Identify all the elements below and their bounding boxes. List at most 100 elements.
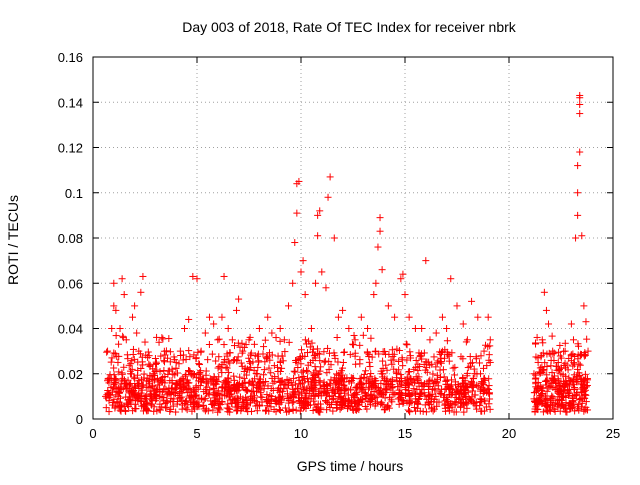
- data-point: [195, 403, 203, 411]
- data-point: [479, 379, 487, 387]
- data-point: [466, 353, 474, 361]
- data-point: [245, 354, 253, 362]
- data-point: [384, 402, 392, 410]
- data-point: [574, 162, 582, 170]
- data-point: [573, 388, 581, 396]
- data-point: [393, 370, 401, 378]
- data-point: [434, 382, 442, 390]
- data-point: [192, 354, 200, 362]
- data-point: [121, 376, 129, 384]
- data-point: [131, 382, 139, 390]
- data-point: [217, 364, 225, 372]
- data-point: [383, 366, 391, 374]
- data-point: [465, 395, 473, 403]
- data-point: [314, 349, 322, 357]
- grid-lines: [93, 57, 613, 419]
- data-point: [223, 404, 231, 412]
- data-point: [179, 383, 187, 391]
- data-point: [110, 371, 118, 379]
- data-point: [569, 350, 577, 358]
- data-point: [384, 302, 392, 310]
- data-point: [134, 381, 142, 389]
- data-point: [362, 367, 370, 375]
- data-point: [463, 400, 471, 408]
- data-point: [320, 358, 328, 366]
- data-point: [441, 400, 449, 408]
- data-point: [316, 357, 324, 365]
- data-point: [127, 360, 135, 368]
- data-point: [469, 387, 477, 395]
- data-point: [450, 408, 458, 416]
- data-point: [310, 370, 318, 378]
- data-point: [118, 275, 126, 283]
- data-point: [458, 390, 466, 398]
- data-point: [250, 387, 258, 395]
- data-point: [233, 387, 241, 395]
- data-point: [345, 377, 353, 385]
- data-point: [292, 406, 300, 414]
- data-point: [183, 376, 191, 384]
- data-point: [152, 360, 160, 368]
- data-point: [299, 379, 307, 387]
- data-point: [579, 383, 587, 391]
- data-point: [205, 313, 213, 321]
- data-point: [383, 377, 391, 385]
- data-point: [135, 377, 143, 385]
- data-point: [410, 365, 418, 373]
- data-point: [320, 348, 328, 356]
- data-point: [116, 406, 124, 414]
- data-point: [215, 335, 223, 343]
- data-point: [167, 394, 175, 402]
- data-point: [436, 350, 444, 358]
- data-point: [148, 397, 156, 405]
- data-point: [556, 383, 564, 391]
- data-point: [233, 306, 241, 314]
- data-point: [546, 400, 554, 408]
- data-point: [152, 390, 160, 398]
- data-point: [322, 397, 330, 405]
- data-point: [534, 354, 542, 362]
- data-point: [361, 403, 369, 411]
- data-point: [549, 350, 557, 358]
- data-point: [550, 405, 558, 413]
- data-point: [291, 239, 299, 247]
- data-point: [372, 279, 380, 287]
- data-point: [234, 403, 242, 411]
- data-point: [432, 363, 440, 371]
- data-point: [129, 313, 137, 321]
- data-point: [137, 365, 145, 373]
- data-point: [176, 387, 184, 395]
- data-point: [185, 384, 193, 392]
- data-point: [104, 386, 112, 394]
- data-point: [160, 385, 168, 393]
- data-point: [180, 400, 188, 408]
- data-point: [136, 350, 144, 358]
- y-tick-label: 0.04: [58, 322, 83, 337]
- data-point: [260, 343, 268, 351]
- data-point: [366, 363, 374, 371]
- data-point: [426, 336, 434, 344]
- data-point: [125, 389, 133, 397]
- data-point: [191, 405, 199, 413]
- data-point: [234, 353, 242, 361]
- data-point: [306, 359, 314, 367]
- data-point: [245, 366, 253, 374]
- data-point: [474, 313, 482, 321]
- data-point: [368, 396, 376, 404]
- data-point: [316, 350, 324, 358]
- y-tick-label: 0.1: [65, 186, 83, 201]
- data-point: [276, 337, 284, 345]
- data-point: [403, 356, 411, 364]
- data-point: [267, 369, 275, 377]
- data-point: [248, 396, 256, 404]
- data-point: [382, 361, 390, 369]
- data-point: [416, 391, 424, 399]
- data-point: [433, 371, 441, 379]
- x-tick-label: 0: [89, 426, 96, 441]
- data-point: [275, 399, 283, 407]
- data-point: [403, 376, 411, 384]
- data-point: [190, 370, 198, 378]
- data-point: [274, 374, 282, 382]
- data-point: [221, 385, 229, 393]
- data-point: [166, 377, 174, 385]
